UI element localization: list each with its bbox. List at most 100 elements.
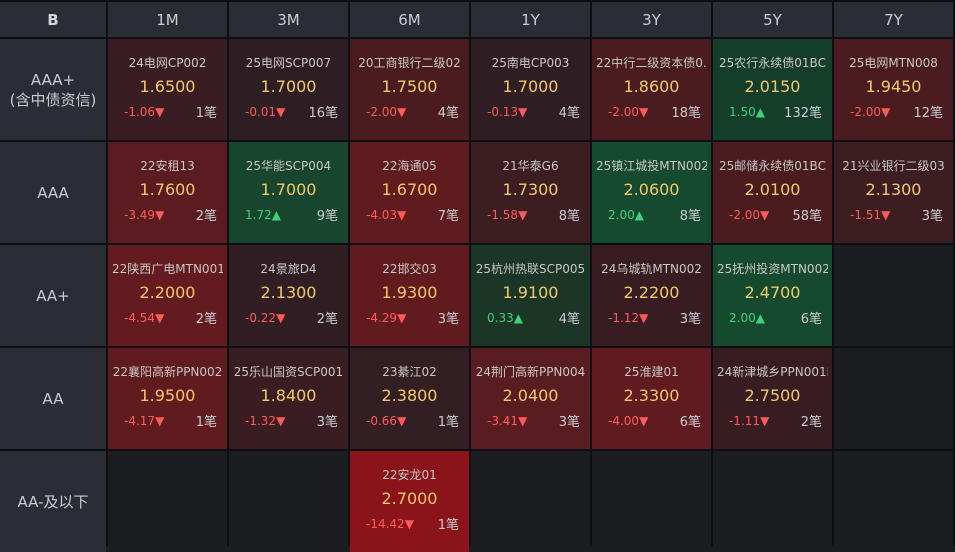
bond-name: 25淮建01	[624, 365, 679, 379]
trade-count: 8笔	[558, 209, 580, 224]
bond-cell[interactable]: 25电网SCP007 1.7000 -0.01▼ 16笔	[229, 39, 348, 140]
yield-change-value: -4.54	[124, 310, 156, 325]
tenor-header-3y[interactable]: 3Y	[592, 2, 711, 37]
bond-cell[interactable]: 25乐山国资SCP001 1.8400 -1.32▼ 3笔	[229, 348, 348, 449]
bond-meta: 0.33▲ 4笔	[475, 308, 586, 328]
bond-cell[interactable]: 22中行二级资本债0... 1.8600 -2.00▼ 18笔	[592, 39, 711, 140]
bond-name: 22安租13	[140, 159, 195, 173]
bond-name: 24景旅D4	[260, 262, 317, 276]
yield-change: -1.12▼	[608, 311, 648, 325]
bond-meta: -1.12▼ 3笔	[596, 308, 707, 328]
yield-change-value: -4.03	[366, 207, 398, 222]
bond-name: 24新津城乡PPN001B	[717, 365, 828, 379]
bond-yield: 2.2000	[139, 283, 196, 302]
bond-cell[interactable]: 22安龙01 2.7000 -14.42▼ 1笔	[350, 451, 469, 552]
trade-count: 4笔	[558, 106, 580, 121]
yield-change: 2.00▲	[608, 208, 644, 222]
bond-cell[interactable]: 22陕西广电MTN001 2.2000 -4.54▼ 2笔	[108, 245, 227, 346]
trade-count: 18笔	[671, 106, 701, 121]
tenor-header-6m[interactable]: 6M	[350, 2, 469, 37]
arrow-down-icon: ▼	[155, 413, 165, 428]
yield-change: -1.58▼	[487, 208, 527, 222]
yield-change: -4.03▼	[366, 208, 406, 222]
bond-cell[interactable]: 22襄阳高新PPN002 1.9500 -4.17▼ 1笔	[108, 348, 227, 449]
bond-cell[interactable]: 24电网CP002 1.6500 -1.06▼ 1笔	[108, 39, 227, 140]
bond-cell[interactable]: 24景旅D4 2.1300 -0.22▼ 2笔	[229, 245, 348, 346]
rating-label-line: (含中债资信)	[9, 90, 97, 109]
yield-change: -2.00▼	[366, 105, 406, 119]
tenor-header-3m[interactable]: 3M	[229, 2, 348, 37]
arrow-down-icon: ▼	[760, 413, 770, 428]
trade-count: 1笔	[437, 415, 459, 430]
bond-cell[interactable]: 25南电CP003 1.7000 -0.13▼ 4笔	[471, 39, 590, 140]
arrow-down-icon: ▼	[397, 310, 407, 325]
trade-count: 3笔	[316, 415, 338, 430]
arrow-down-icon: ▼	[155, 207, 165, 222]
bond-cell[interactable]: 25邮储永续债01BC 2.0100 -2.00▼ 58笔	[713, 142, 832, 243]
bond-name: 24荆门高新PPN004	[475, 365, 586, 379]
bond-name: 21兴业银行二级03	[842, 159, 945, 173]
tenor-header-1y[interactable]: 1Y	[471, 2, 590, 37]
bond-meta: -4.00▼ 6笔	[596, 411, 707, 431]
bond-name: 22襄阳高新PPN002	[112, 365, 223, 379]
trade-count: 2笔	[800, 415, 822, 430]
bond-name: 21华泰G6	[502, 159, 559, 173]
trade-count: 3笔	[558, 415, 580, 430]
trade-count: 1笔	[195, 106, 217, 121]
yield-change-value: -1.06	[124, 104, 156, 119]
bond-cell[interactable]: 25镇江城投MTN002 2.0600 2.00▲ 8笔	[592, 142, 711, 243]
bond-cell[interactable]: 23綦江02 2.3800 -0.66▼ 1笔	[350, 348, 469, 449]
bond-cell[interactable]: 24乌城轨MTN002 2.2200 -1.12▼ 3笔	[592, 245, 711, 346]
arrow-down-icon: ▼	[760, 207, 770, 222]
empty-cell	[834, 348, 953, 449]
bond-cell[interactable]: 24荆门高新PPN004 2.0400 -3.41▼ 3笔	[471, 348, 590, 449]
yield-change: -1.51▼	[850, 208, 890, 222]
tenor-header-7y[interactable]: 7Y	[834, 2, 953, 37]
arrow-down-icon: ▼	[518, 413, 528, 428]
bond-meta: -1.51▼ 3笔	[838, 205, 949, 225]
bond-cell[interactable]: 24新津城乡PPN001B 2.7500 -1.11▼ 2笔	[713, 348, 832, 449]
bond-meta: -4.03▼ 7笔	[354, 205, 465, 225]
trade-count: 2笔	[195, 312, 217, 327]
bond-name: 25南电CP003	[491, 56, 570, 70]
bond-cell[interactable]: 21兴业银行二级03 2.1300 -1.51▼ 3笔	[834, 142, 953, 243]
corner-logo-icon[interactable]: B	[0, 2, 106, 37]
bond-cell[interactable]: 20工商银行二级02 1.7500 -2.00▼ 4笔	[350, 39, 469, 140]
bond-cell[interactable]: 25杭州热联SCP005 1.9100 0.33▲ 4笔	[471, 245, 590, 346]
empty-cell	[229, 451, 348, 552]
tenor-header-1m[interactable]: 1M	[108, 2, 227, 37]
yield-change-value: -4.00	[608, 413, 640, 428]
bond-meta: -1.11▼ 2笔	[717, 411, 828, 431]
bond-cell[interactable]: 21华泰G6 1.7300 -1.58▼ 8笔	[471, 142, 590, 243]
bond-cell[interactable]: 22邯交03 1.9300 -4.29▼ 3笔	[350, 245, 469, 346]
trade-count: 7笔	[437, 209, 459, 224]
trade-count: 6笔	[679, 415, 701, 430]
bond-cell[interactable]: 22海通05 1.6700 -4.03▼ 7笔	[350, 142, 469, 243]
yield-change: 1.72▲	[245, 208, 281, 222]
arrow-down-icon: ▼	[397, 104, 407, 119]
bond-cell[interactable]: 22安租13 1.7600 -3.49▼ 2笔	[108, 142, 227, 243]
tenor-header-5y[interactable]: 5Y	[713, 2, 832, 37]
arrow-up-icon: ▲	[634, 207, 644, 222]
arrow-down-icon: ▼	[639, 413, 649, 428]
bond-cell[interactable]: 25淮建01 2.3300 -4.00▼ 6笔	[592, 348, 711, 449]
yield-change: -0.13▼	[487, 105, 527, 119]
arrow-down-icon: ▼	[155, 310, 165, 325]
bond-meta: 2.00▲ 8笔	[596, 205, 707, 225]
yield-change: 0.33▲	[487, 311, 523, 325]
bond-cell[interactable]: 25抚州投资MTN002 2.4700 2.00▲ 6笔	[713, 245, 832, 346]
yield-change-value: -2.00	[729, 207, 761, 222]
bond-name: 24电网CP002	[128, 56, 207, 70]
bond-cell[interactable]: 25农行永续债01BC 2.0150 1.50▲ 132笔	[713, 39, 832, 140]
arrow-up-icon: ▲	[755, 104, 765, 119]
trade-count: 3笔	[921, 209, 943, 224]
bond-meta: -14.42▼ 1笔	[354, 514, 465, 534]
bond-cell[interactable]: 25华能SCP004 1.7000 1.72▲ 9笔	[229, 142, 348, 243]
yield-change-value: -0.22	[245, 310, 277, 325]
rating-row-label: AA+	[0, 245, 106, 346]
yield-change: -3.49▼	[124, 208, 164, 222]
bond-yield: 2.4700	[744, 283, 801, 302]
bond-cell[interactable]: 25电网MTN008 1.9450 -2.00▼ 12笔	[834, 39, 953, 140]
bond-name: 25杭州热联SCP005	[475, 262, 586, 276]
